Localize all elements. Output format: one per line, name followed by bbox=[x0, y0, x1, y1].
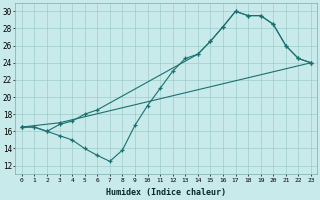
X-axis label: Humidex (Indice chaleur): Humidex (Indice chaleur) bbox=[106, 188, 226, 197]
